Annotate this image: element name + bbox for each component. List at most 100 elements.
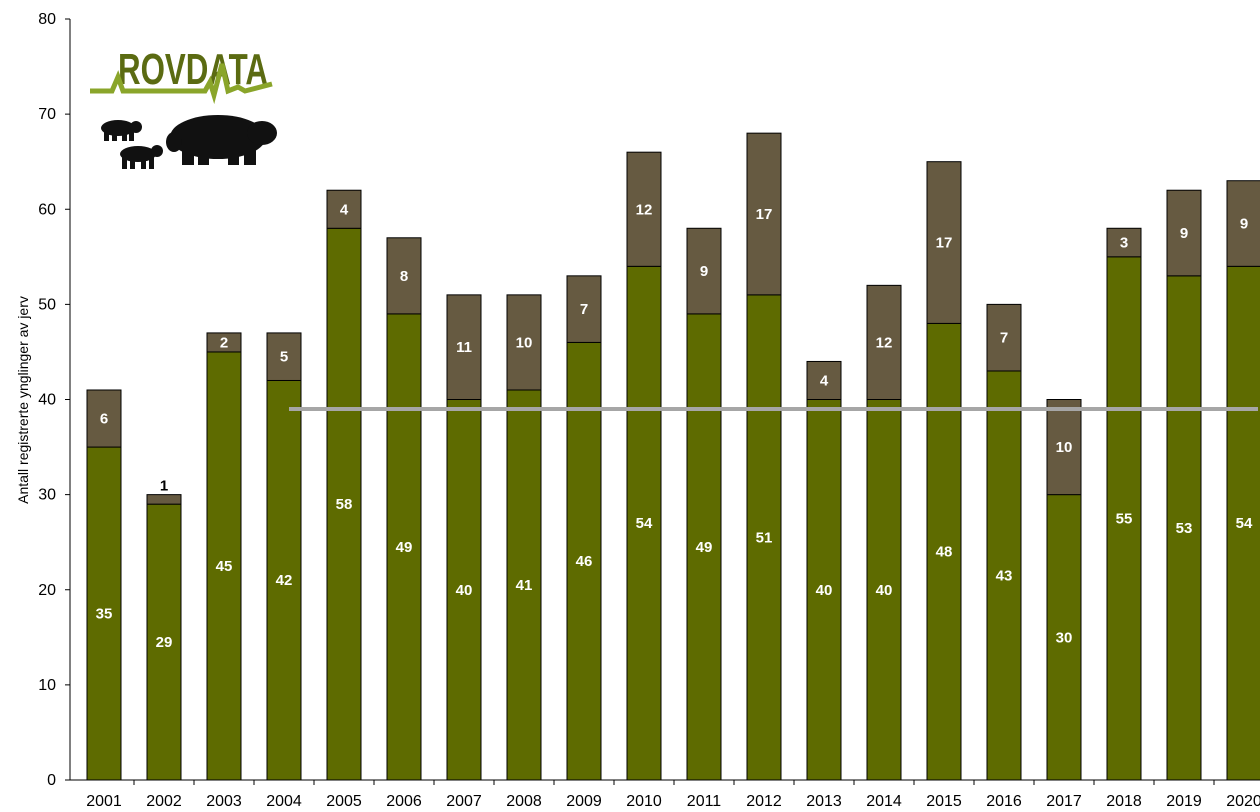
x-tick-label: 2007 (446, 793, 482, 810)
x-tick-label: 2005 (326, 793, 362, 810)
data-label-upper-2010: 12 (636, 201, 653, 218)
data-label-lower-2010: 54 (636, 515, 653, 532)
x-tick-label: 2004 (266, 793, 302, 810)
x-tick-label: 2015 (926, 793, 962, 810)
bar-upper-2013 (806, 360, 842, 401)
bar-lower-2015 (926, 322, 962, 781)
bar-lower-2017 (1046, 494, 1082, 781)
data-label-upper-2008: 10 (516, 334, 533, 351)
bar-upper-2006 (386, 237, 422, 315)
data-label-upper-2016: 7 (1000, 330, 1008, 347)
bar-lower-2018 (1106, 256, 1142, 781)
x-tick-label: 2010 (626, 793, 662, 810)
bar-upper-2016 (986, 303, 1022, 372)
x-tick-label: 2003 (206, 793, 242, 810)
data-label-upper-2020: 9 (1240, 216, 1248, 233)
data-label-lower-2005: 58 (336, 496, 353, 513)
data-label-upper-2005: 4 (340, 201, 349, 218)
data-label-lower-2004: 42 (276, 572, 293, 589)
bar-upper-2003 (206, 332, 242, 353)
bar-lower-2001 (86, 446, 122, 781)
logo-text: ROVDATA (118, 45, 268, 94)
data-label-lower-2017: 30 (1056, 629, 1073, 646)
bar-lower-2004 (266, 379, 302, 781)
bar-lower-2005 (326, 227, 362, 781)
bars (86, 132, 1260, 781)
x-tick-label: 2011 (687, 793, 722, 810)
data-label-upper-2004: 5 (280, 349, 288, 366)
data-label-upper-2013: 4 (820, 372, 829, 389)
x-tick-label: 2001 (86, 793, 122, 810)
x-tick-label: 2020 (1226, 793, 1260, 810)
bar-upper-2007 (446, 294, 482, 400)
data-label-lower-2013: 40 (816, 582, 833, 599)
data-labels: 3562914524255844984011411046754124995117… (96, 201, 1253, 651)
bar-upper-2004 (266, 332, 302, 381)
bar-lower-2010 (626, 265, 662, 781)
bar-lower-2011 (686, 313, 722, 781)
data-label-lower-2019: 53 (1176, 520, 1193, 537)
x-tick-label: 2014 (866, 793, 902, 810)
bar-upper-2018 (1106, 227, 1142, 258)
bar-lower-2008 (506, 389, 542, 781)
bar-upper-2017 (1046, 399, 1082, 496)
data-label-lower-2020: 54 (1236, 515, 1253, 532)
data-label-upper-2006: 8 (400, 268, 408, 285)
y-tick-label: 30 (38, 487, 56, 504)
data-label-lower-2011: 49 (696, 539, 713, 556)
data-label-upper-2001: 6 (100, 411, 108, 428)
x-tick-label: 2017 (1046, 793, 1082, 810)
data-label-upper-2015: 17 (936, 235, 953, 252)
y-tick-label: 50 (38, 296, 56, 313)
x-tick-label: 2018 (1106, 793, 1142, 810)
data-label-lower-2001: 35 (96, 606, 113, 623)
logo-pulse-line (90, 63, 273, 105)
data-label-upper-2009: 7 (580, 301, 588, 318)
y-tick-label: 80 (38, 11, 56, 28)
y-tick-label: 60 (38, 201, 56, 218)
y-tick-label: 10 (38, 677, 56, 694)
data-label-upper-2012: 17 (756, 206, 773, 223)
y-tick-label: 20 (38, 582, 56, 599)
data-label-lower-2015: 48 (936, 544, 953, 561)
axes: 0 10 20 30 40 50 60 70 80 2001 2002 2003 2004 2005 200… (38, 11, 1260, 810)
data-label-lower-2012: 51 (756, 529, 773, 546)
bar-upper-2008 (506, 294, 542, 391)
data-label-upper-2017: 10 (1056, 439, 1073, 456)
x-tick-label: 2008 (506, 793, 542, 810)
bar-lower-2013 (806, 399, 842, 781)
bar-lower-2019 (1166, 275, 1202, 781)
x-tick-label: 2019 (1166, 793, 1202, 810)
data-label-upper-2019: 9 (1180, 225, 1188, 242)
data-label-lower-2018: 55 (1116, 510, 1133, 527)
x-tick-label: 2009 (566, 793, 602, 810)
bar-upper-2005 (326, 189, 362, 229)
data-label-lower-2002: 29 (156, 634, 173, 651)
data-label-upper-2002: 1 (160, 478, 168, 495)
y-tick-label: 0 (47, 772, 56, 789)
bar-upper-2001 (86, 389, 122, 448)
data-label-lower-2006: 49 (396, 539, 413, 556)
bar-upper-2012 (746, 132, 782, 296)
data-label-upper-2007: 11 (456, 339, 472, 356)
data-label-lower-2014: 40 (876, 582, 893, 599)
x-tick-label: 2016 (986, 793, 1022, 810)
y-axis-label: Antall registrerte ynglinger av jerv (15, 296, 31, 504)
bar-upper-2010 (626, 151, 662, 267)
bar-lower-2006 (386, 313, 422, 781)
x-tick-label: 2002 (146, 793, 182, 810)
bar-lower-2009 (566, 341, 602, 781)
data-label-lower-2007: 40 (456, 582, 473, 599)
bar-upper-2011 (686, 227, 722, 315)
data-label-upper-2011: 9 (700, 263, 708, 280)
wolverine-small-2-icon (120, 145, 163, 169)
bar-upper-2015 (926, 161, 962, 324)
bar-lower-2003 (206, 351, 242, 781)
bar-lower-2012 (746, 294, 782, 781)
x-tick-label: 2012 (746, 793, 782, 810)
data-label-upper-2003: 2 (220, 334, 228, 351)
bar-lower-2007 (446, 399, 482, 781)
x-tick-label: 2006 (386, 793, 422, 810)
bar-upper-2014 (866, 284, 902, 401)
